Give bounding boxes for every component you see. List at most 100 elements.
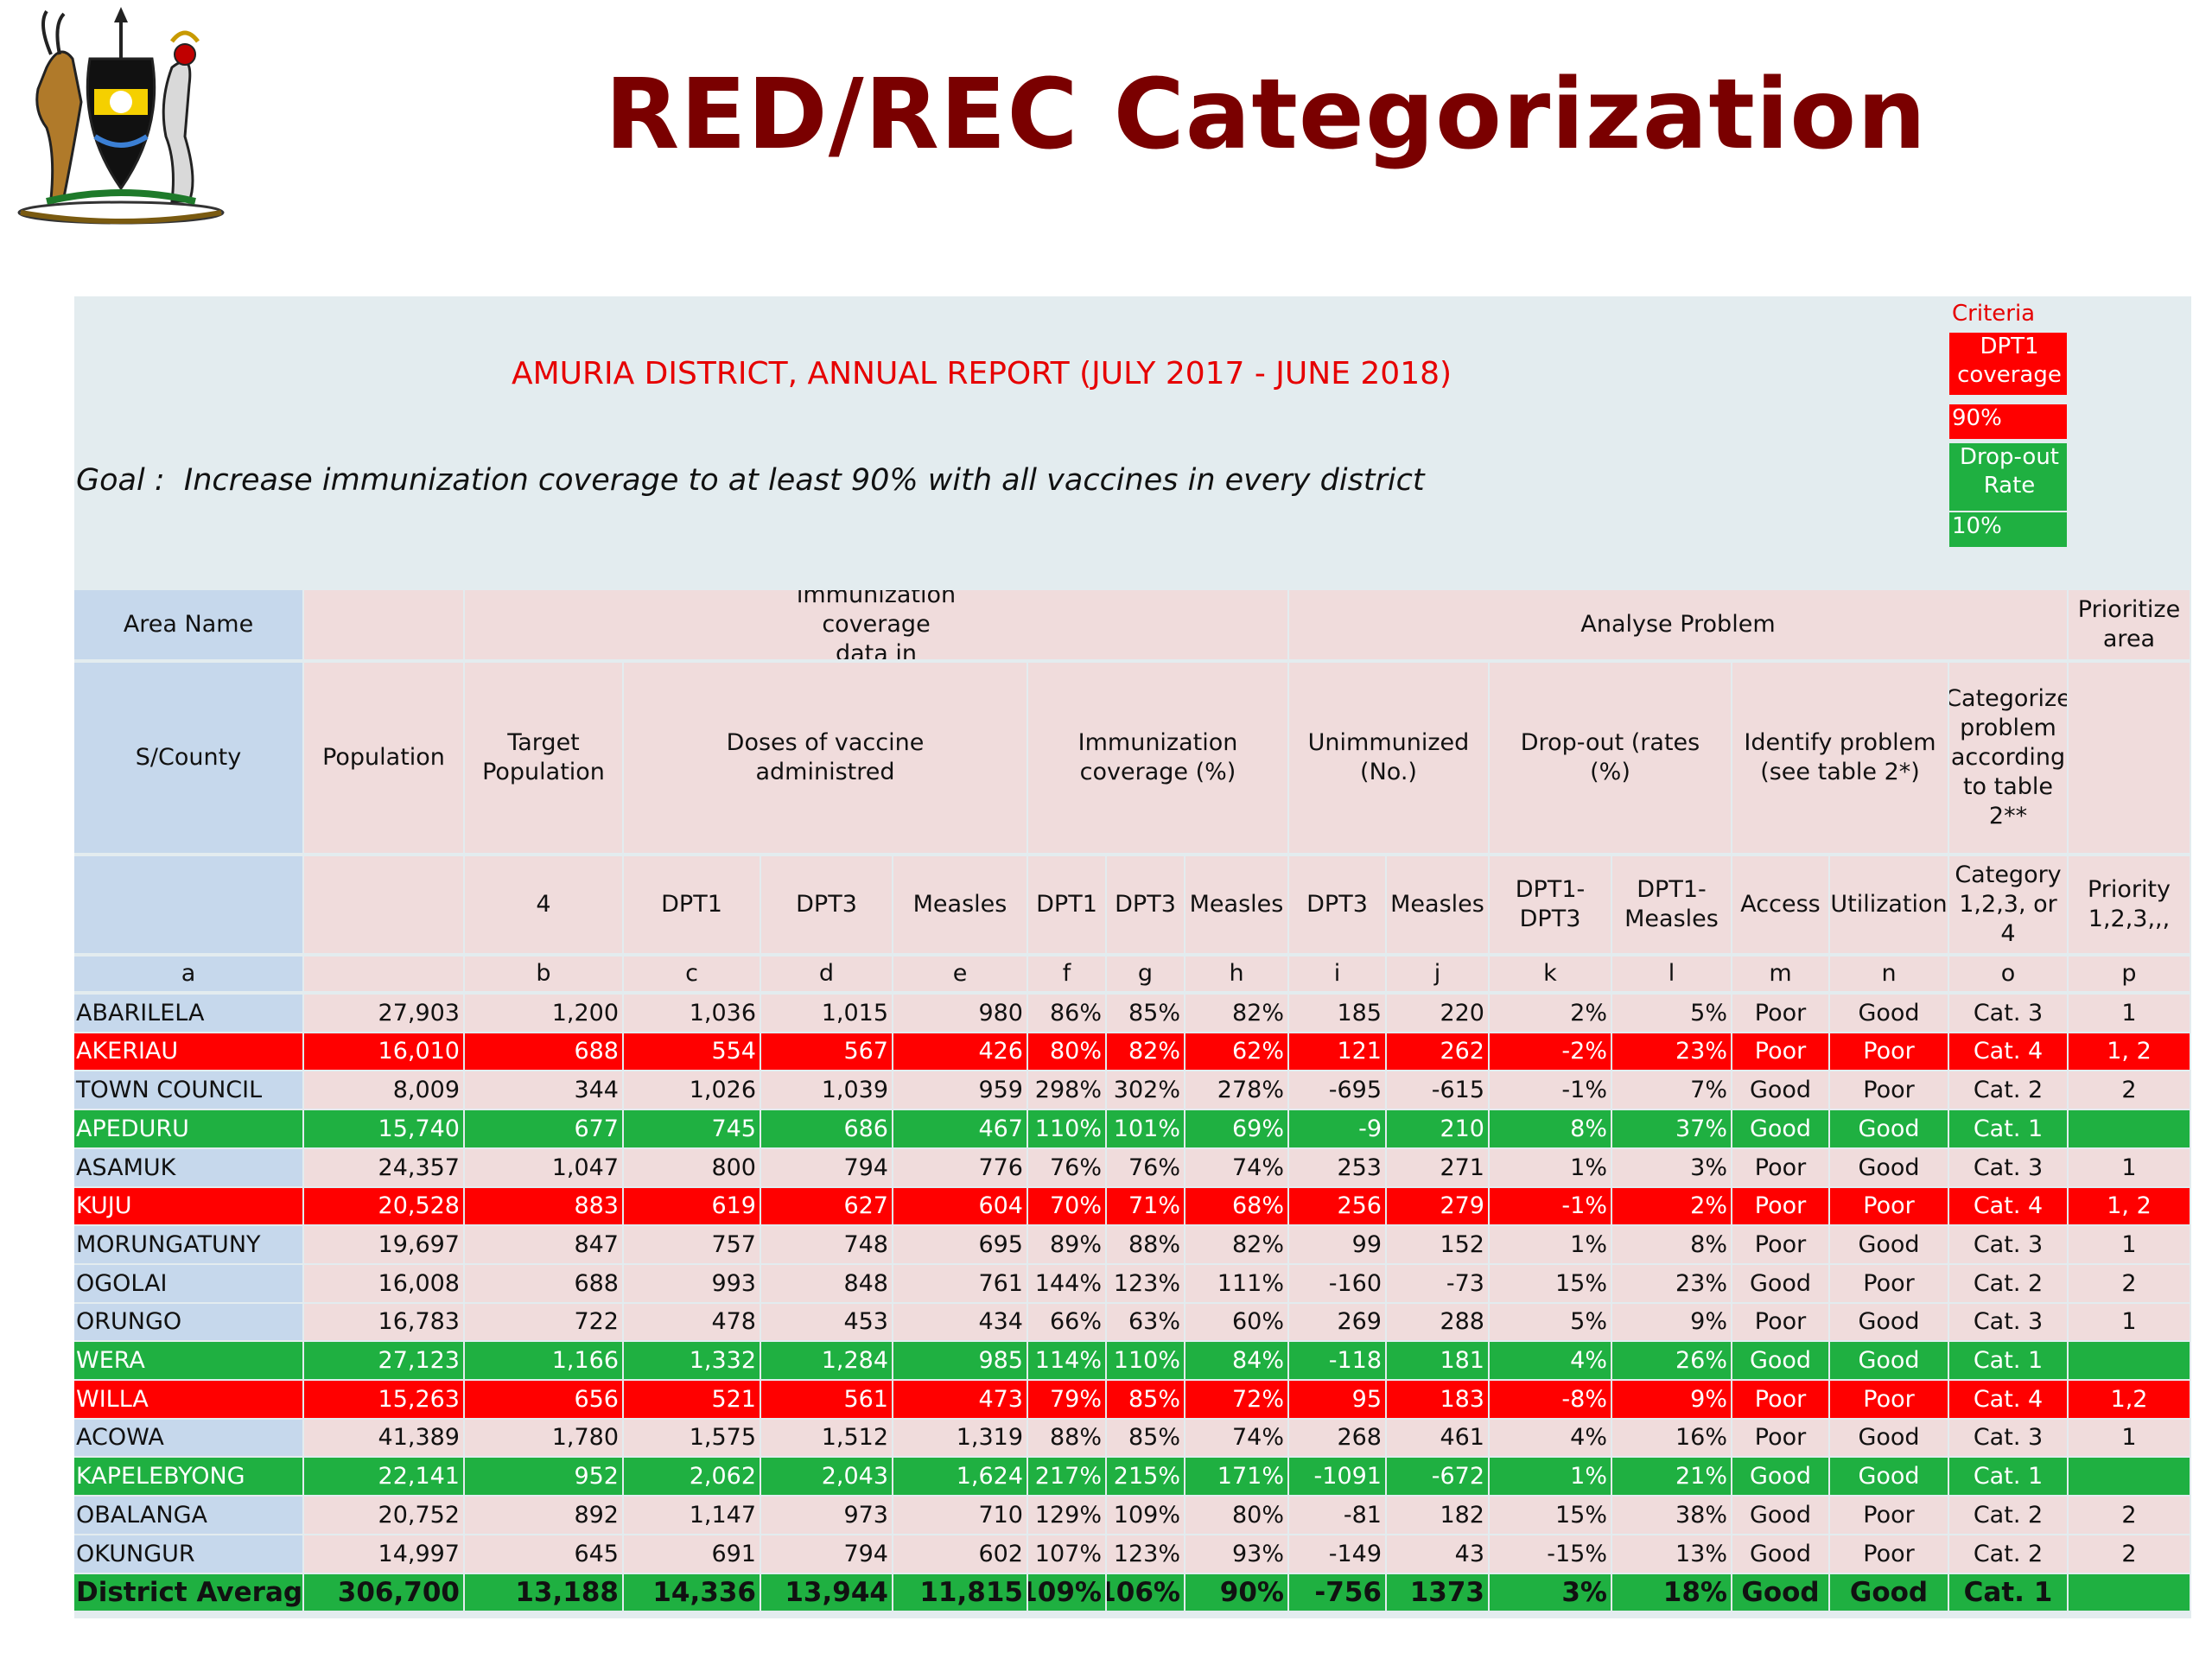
table-cell: 2 xyxy=(2069,1497,2190,1534)
table-cell: Cat. 2 xyxy=(1949,1265,2067,1302)
table-cell: 101% xyxy=(1107,1110,1184,1147)
subheader-6: DPT1 xyxy=(1028,856,1105,953)
table-cell: 627 xyxy=(761,1188,892,1224)
table-cell: 1,575 xyxy=(624,1420,760,1456)
table-cell: 19,697 xyxy=(304,1226,463,1263)
table-cell: -8% xyxy=(1490,1381,1611,1418)
header-blank xyxy=(2069,663,2190,853)
table-cell: 85% xyxy=(1107,1381,1184,1418)
table-cell: Poor xyxy=(1732,1149,1828,1186)
table-cell: 688 xyxy=(465,1265,622,1302)
table-cell: 1% xyxy=(1490,1226,1611,1263)
column-letter: l xyxy=(1612,957,1731,991)
grid-cell xyxy=(893,404,1027,442)
grid-cell xyxy=(304,554,463,584)
table-cell xyxy=(2069,1110,2190,1147)
grid-cell xyxy=(761,296,892,331)
table-cell: 1,026 xyxy=(624,1071,760,1109)
grid-cell xyxy=(74,512,302,552)
table-cell: 66% xyxy=(1028,1304,1105,1340)
table-cell: 8,009 xyxy=(304,1071,463,1109)
table-cell: 181 xyxy=(1387,1342,1488,1379)
table-cell: 619 xyxy=(624,1188,760,1224)
column-letter: b xyxy=(465,957,622,991)
table-cell: 794 xyxy=(761,1535,892,1573)
subheader-blank xyxy=(74,856,302,953)
table-cell: 9% xyxy=(1612,1304,1731,1340)
row-area-name: ORUNGO xyxy=(74,1304,302,1340)
table-cell: 38% xyxy=(1612,1497,1731,1534)
grid-cell xyxy=(1612,333,1731,403)
grid-cell xyxy=(893,296,1027,331)
table-cell: 15% xyxy=(1490,1265,1611,1302)
grid-cell xyxy=(2069,512,2190,552)
table-cell: 748 xyxy=(761,1226,892,1263)
table-cell: 467 xyxy=(893,1110,1027,1147)
grid-cell xyxy=(1612,512,1731,552)
table-cell: Good xyxy=(1830,995,1948,1032)
table-cell: 215% xyxy=(1107,1458,1184,1495)
header-unimmunized: Unimmunized (No.) xyxy=(1289,663,1488,853)
table-cell: 722 xyxy=(465,1304,622,1340)
grid-cell xyxy=(1107,296,1184,331)
table-cell: Poor xyxy=(1732,1381,1828,1418)
table-cell: 14,336 xyxy=(624,1574,760,1611)
table-cell: Poor xyxy=(1732,995,1828,1032)
table-cell: 152 xyxy=(1387,1226,1488,1263)
subheader-13: Access xyxy=(1732,856,1828,953)
table-cell: Cat. 4 xyxy=(1949,1033,2067,1070)
row-area-name: ASAMUK xyxy=(74,1149,302,1186)
table-cell: 15,263 xyxy=(304,1381,463,1418)
grid-cell xyxy=(74,333,302,403)
table-cell: 269 xyxy=(1289,1304,1385,1340)
grid-cell xyxy=(1732,404,1828,442)
grid-cell xyxy=(624,512,760,552)
table-cell: 16,010 xyxy=(304,1033,463,1070)
table-cell: Good xyxy=(1732,1342,1828,1379)
table-cell: 14,997 xyxy=(304,1535,463,1573)
table-cell: 1,147 xyxy=(624,1497,760,1534)
grid-cell xyxy=(1830,296,1948,331)
grid-cell xyxy=(1490,554,1611,584)
grid-cell xyxy=(1289,296,1385,331)
table-cell: 85% xyxy=(1107,1420,1184,1456)
report-title: AMURIA DISTRICT, ANNUAL REPORT (JULY 201… xyxy=(511,356,1452,391)
table-cell: Good xyxy=(1830,1304,1948,1340)
table-cell: 183 xyxy=(1387,1381,1488,1418)
table-cell: 1,2 xyxy=(2069,1381,2190,1418)
grid-cell xyxy=(1612,554,1731,584)
criteria-dpt1-value: 90% xyxy=(1949,404,2067,439)
table-cell: 210 xyxy=(1387,1110,1488,1147)
grid-cell xyxy=(1185,554,1287,584)
grid-cell xyxy=(1830,443,1948,511)
grid-cell xyxy=(1490,512,1611,552)
table-cell: 478 xyxy=(624,1304,760,1340)
header-doses: Doses of vaccine administred xyxy=(624,663,1027,853)
table-cell: Good xyxy=(1830,1574,1948,1611)
subheader-12: DPT1-Measles xyxy=(1612,856,1731,953)
table-cell: 1,284 xyxy=(761,1342,892,1379)
table-cell: 461 xyxy=(1387,1420,1488,1456)
table-cell: 71% xyxy=(1107,1188,1184,1224)
table-cell: Poor xyxy=(1830,1033,1948,1070)
table-cell: 745 xyxy=(624,1110,760,1147)
table-cell: 123% xyxy=(1107,1535,1184,1573)
grid-cell xyxy=(465,296,622,331)
column-letter: f xyxy=(1028,957,1105,991)
table-cell: 2 xyxy=(2069,1071,2190,1109)
grid-cell xyxy=(1732,296,1828,331)
table-cell: 1, 2 xyxy=(2069,1188,2190,1224)
table-cell: 1,036 xyxy=(624,995,760,1032)
grid-cell xyxy=(1028,296,1105,331)
table-cell: -1% xyxy=(1490,1071,1611,1109)
table-cell: 973 xyxy=(761,1497,892,1534)
grid-cell xyxy=(1732,333,1828,403)
table-cell: 656 xyxy=(465,1381,622,1418)
row-area-name: OKUNGUR xyxy=(74,1535,302,1573)
column-letter: j xyxy=(1387,957,1488,991)
row-area-name: KUJU xyxy=(74,1188,302,1224)
grid-cell xyxy=(1387,296,1488,331)
grid-cell xyxy=(1289,512,1385,552)
header-analyse: Analyse Problem xyxy=(1289,590,2067,659)
table-cell: 262 xyxy=(1387,1033,1488,1070)
